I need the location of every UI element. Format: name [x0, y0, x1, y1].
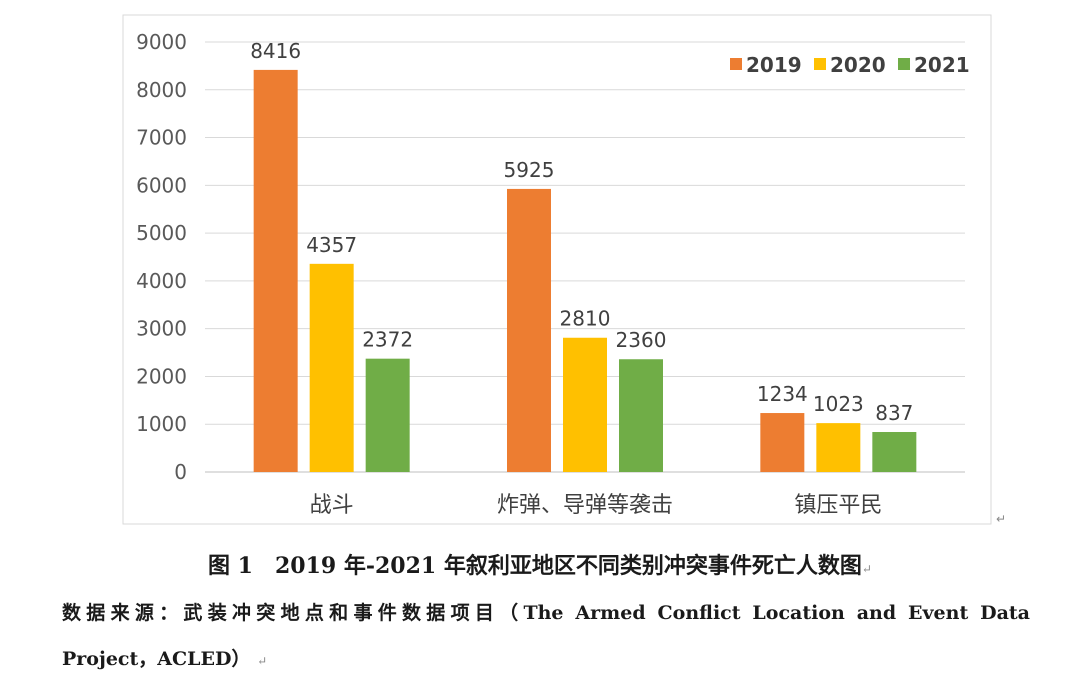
source-text-2: Project，ACLED） — [62, 648, 251, 670]
bar-2019 — [507, 188, 551, 472]
data-label: 4357 — [306, 233, 357, 257]
data-label: 2360 — [616, 328, 667, 352]
y-tick-label: 8000 — [136, 78, 187, 102]
data-label: 1234 — [757, 382, 808, 406]
bar-2021 — [872, 432, 917, 472]
data-label: 1023 — [813, 392, 864, 416]
y-tick-label: 0 — [174, 460, 187, 484]
bar-2020 — [309, 263, 354, 472]
figure-caption: 图 1 2019 年-2021 年叙利亚地区不同类别冲突事件死亡人数图↵ — [0, 548, 1080, 580]
return-mark: ↵ — [996, 512, 1007, 526]
bar-2019 — [760, 413, 805, 472]
bar-2020 — [563, 337, 607, 472]
chart-frame — [122, 14, 992, 525]
y-tick-label: 2000 — [136, 364, 187, 388]
return-mark: ↵ — [861, 562, 872, 576]
y-tick-label: 9000 — [136, 30, 187, 54]
source-line-2: Project，ACLED） ↵ — [62, 636, 1030, 684]
bar-2020 — [816, 423, 861, 472]
source-line-1: 数据来源：武装冲突地点和事件数据项目（The Armed Conflict Lo… — [62, 602, 1030, 624]
legend-label-2020: 2020 — [830, 53, 886, 77]
legend-label-2019: 2019 — [746, 53, 802, 77]
legend-swatch-2020 — [814, 58, 826, 70]
data-label: 8416 — [250, 39, 301, 63]
y-tick-label: 6000 — [136, 173, 187, 197]
legend-swatch-2019 — [730, 58, 742, 70]
y-tick-label: 4000 — [136, 269, 187, 293]
bar-2019 — [253, 69, 298, 472]
return-mark: ↵ — [257, 654, 268, 668]
y-tick-label: 1000 — [136, 412, 187, 436]
y-tick-label: 7000 — [136, 126, 187, 150]
category-label: 战斗 — [310, 493, 354, 518]
data-label: 837 — [875, 401, 913, 425]
data-label: 2810 — [560, 307, 611, 331]
bar-2021 — [619, 359, 663, 472]
y-tick-label: 5000 — [136, 221, 187, 245]
bar-2021 — [365, 358, 410, 472]
category-label: 炸弹、导弹等袭击 — [497, 493, 673, 518]
caption-text: 图 1 2019 年-2021 年叙利亚地区不同类别冲突事件死亡人数图 — [208, 553, 862, 579]
category-label: 镇压平民 — [794, 493, 882, 518]
y-tick-label: 3000 — [136, 317, 187, 341]
legend-label-2021: 2021 — [914, 53, 970, 77]
data-label: 5925 — [504, 158, 555, 182]
bar-chart: 0 1000 2000 3000 4000 5000 6000 7000 8000 9000 841… — [122, 14, 992, 525]
legend-swatch-2021 — [898, 58, 910, 70]
data-label: 2372 — [362, 328, 413, 352]
